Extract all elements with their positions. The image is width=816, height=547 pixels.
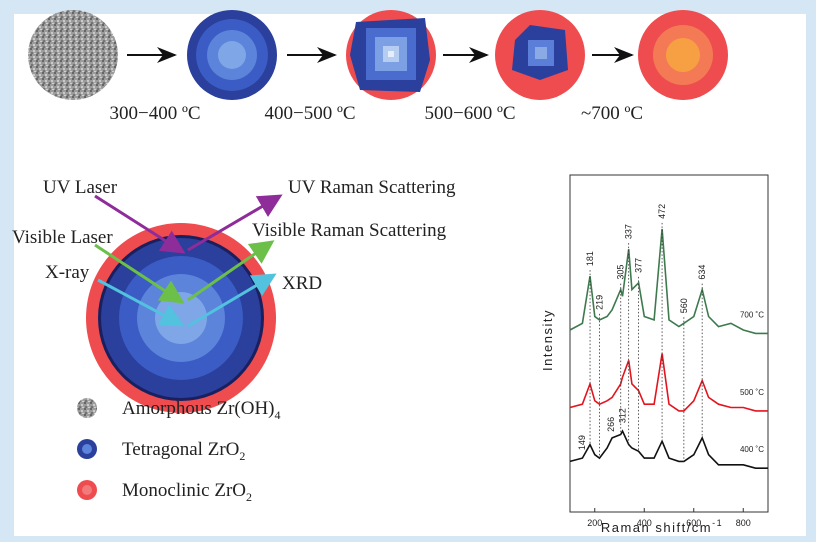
figure: 300−400 ºC 400−500 ºC 500−600 ºC ~700 ºC… — [0, 0, 816, 542]
uv-raman-label: UV Raman Scattering — [288, 177, 456, 198]
xray-label: X-ray — [45, 262, 90, 283]
temperature-label: 400−500 ºC — [264, 103, 355, 124]
mixed-particle — [346, 10, 436, 100]
uv-laser-label: UV Laser — [43, 177, 118, 198]
x-tick-label: 800 — [736, 518, 751, 528]
visible-raman-label: Visible Raman Scattering — [252, 220, 447, 241]
peak-label: 305 — [616, 265, 626, 280]
x-tick-label: 200 — [587, 518, 602, 528]
x-axis-label: Raman shift/cm-1 — [601, 518, 723, 535]
temperature-label: 300−400 ºC — [109, 103, 200, 124]
legend-icon — [77, 439, 97, 459]
temperature-label: 500−600 ºC — [424, 103, 515, 124]
y-axis-label: Intensity — [540, 309, 555, 371]
peak-label: 312 — [617, 408, 627, 423]
peak-label: 266 — [606, 417, 616, 432]
x-tick-label: 400 — [637, 518, 652, 528]
legend-label: Monoclinic ZrO2 — [122, 480, 252, 504]
peak-label: 149 — [577, 435, 587, 450]
peak-label: 219 — [594, 295, 604, 310]
peak-label: 377 — [634, 258, 644, 273]
tetragonal-particle — [187, 10, 277, 100]
peak-label: 472 — [657, 204, 667, 219]
series-label: 400 ˚C — [740, 445, 764, 454]
series-label: 500 ˚C — [740, 388, 764, 397]
mostly-monoclinic-particle — [495, 10, 585, 100]
visible-laser-label: Visible Laser — [12, 227, 113, 248]
amorphous-particle — [28, 10, 118, 100]
raman-chart: Intensity Raman shift/cm-1 200 400 600 800 7… — [540, 175, 768, 535]
peak-label: 337 — [624, 224, 634, 239]
legend-icon — [77, 398, 97, 418]
peak-label: 181 — [585, 251, 595, 266]
monoclinic-particle — [638, 10, 728, 100]
peak-label: 634 — [697, 265, 707, 280]
series-label: 700 ˚C — [740, 310, 764, 319]
x-tick-label: 600 — [686, 518, 701, 528]
legend-label: Amorphous Zr(OH)4 — [122, 398, 281, 422]
plot-frame — [570, 175, 768, 512]
peak-label: 560 — [679, 298, 689, 313]
temperature-label: ~700 ºC — [581, 103, 643, 124]
xrd-label: XRD — [282, 273, 322, 294]
legend-icon — [77, 480, 97, 500]
legend-label: Tetragonal ZrO2 — [122, 439, 245, 463]
